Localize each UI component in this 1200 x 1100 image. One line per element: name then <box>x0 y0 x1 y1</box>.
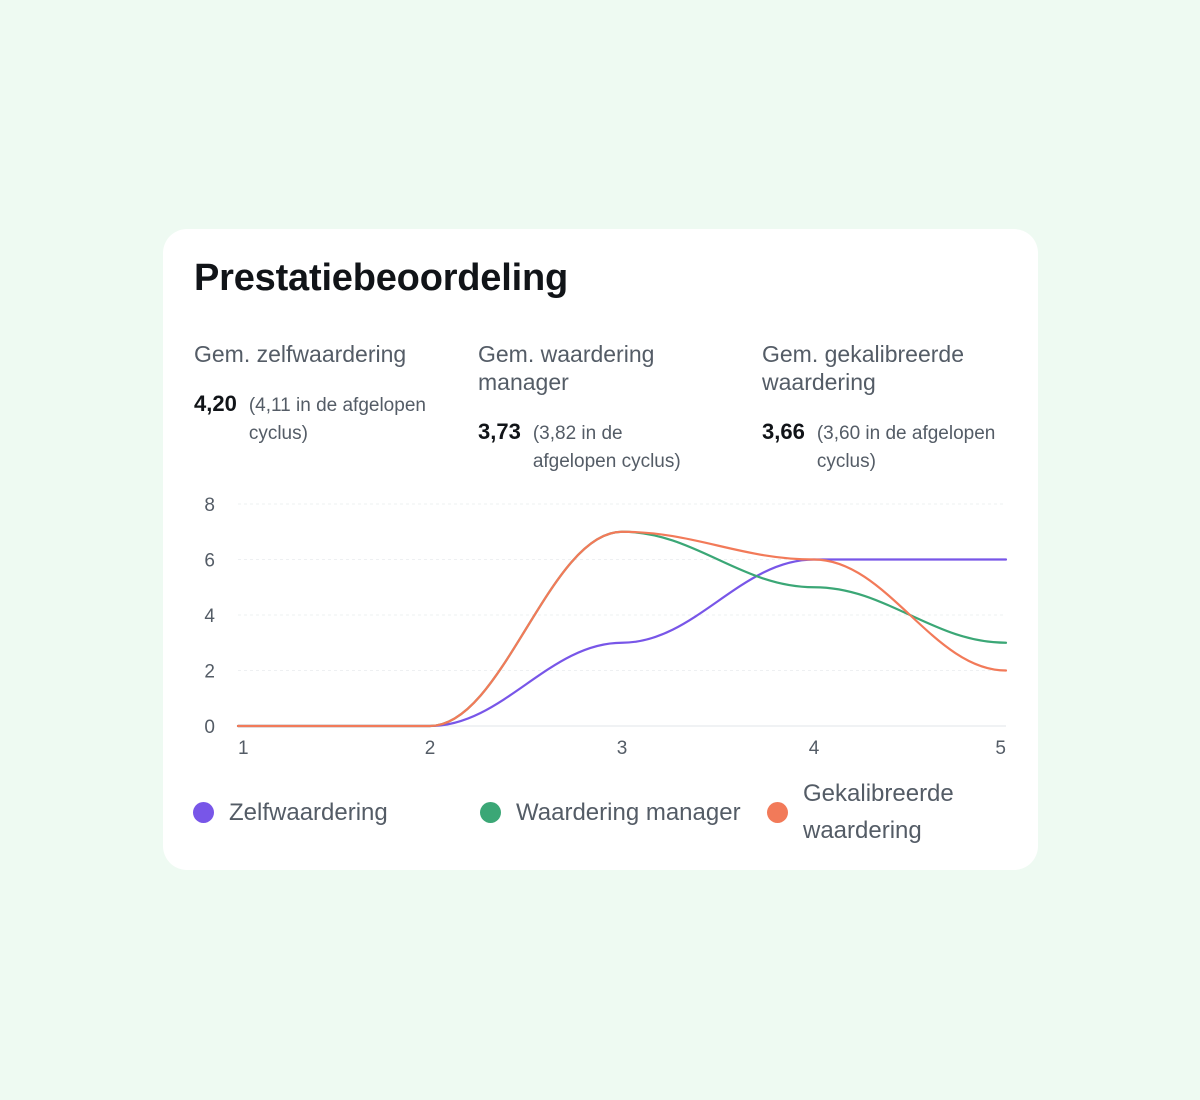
stat-calibrated-rating: Gem. gekalibreerde waardering 3,66 (3,60… <box>762 340 1002 476</box>
legend-label: Gekalibreerde waardering <box>803 780 954 844</box>
stat-previous: (4,11 in de afgelopen cyclus) <box>248 395 426 444</box>
series-line-waardering-manager <box>236 530 1008 728</box>
legend-item-manager: Waardering manager <box>480 774 741 850</box>
x-tick-label: 2 <box>425 738 436 759</box>
y-tick-label: 6 <box>204 551 215 572</box>
stat-value: 3,73 <box>478 419 521 444</box>
legend-label: Zelfwaardering <box>229 798 388 826</box>
y-tick-label: 8 <box>204 495 215 516</box>
legend-dot <box>767 801 788 823</box>
performance-card: Prestatiebeoordeling Gem. zelfwaardering… <box>163 229 1038 870</box>
series-line-zelfwaardering <box>236 558 1008 728</box>
card-title: Prestatiebeoordeling <box>194 257 568 299</box>
stat-value: 4,20 <box>194 391 237 416</box>
x-tick-label: 3 <box>617 738 628 759</box>
legend-item-calibrated: Gekalibreerde waardering <box>767 774 977 850</box>
line-chart: 0 2 4 6 8 1 2 3 4 5 <box>204 495 1008 759</box>
y-tick-label: 0 <box>204 717 215 738</box>
stat-label: Gem. zelfwaardering <box>194 341 407 367</box>
y-tick-label: 2 <box>204 662 215 683</box>
stat-label: Gem. waardering manager <box>478 341 655 395</box>
y-tick-label: 4 <box>204 606 215 627</box>
stat-previous: (3,60 in de afgelopen cyclus) <box>816 423 996 472</box>
legend-label: Waardering manager <box>516 798 741 826</box>
stat-value: 3,66 <box>762 419 805 444</box>
stat-manager-rating: Gem. waardering manager 3,73 (3,82 in de… <box>478 340 706 476</box>
x-tick-label: 5 <box>995 738 1006 759</box>
legend-item-self: Zelfwaardering <box>193 774 388 850</box>
stat-label: Gem. gekalibreerde waardering <box>762 341 964 395</box>
stat-previous: (3,82 in de afgelopen cyclus) <box>532 423 681 472</box>
legend-dot <box>193 801 214 823</box>
x-tick-label: 1 <box>238 738 249 759</box>
x-tick-label: 4 <box>809 738 820 759</box>
stat-self-rating: Gem. zelfwaardering 4,20 (4,11 in de afg… <box>194 340 456 448</box>
series-line-gekalibreerde-waardering <box>236 530 1008 728</box>
legend-dot <box>480 801 501 823</box>
